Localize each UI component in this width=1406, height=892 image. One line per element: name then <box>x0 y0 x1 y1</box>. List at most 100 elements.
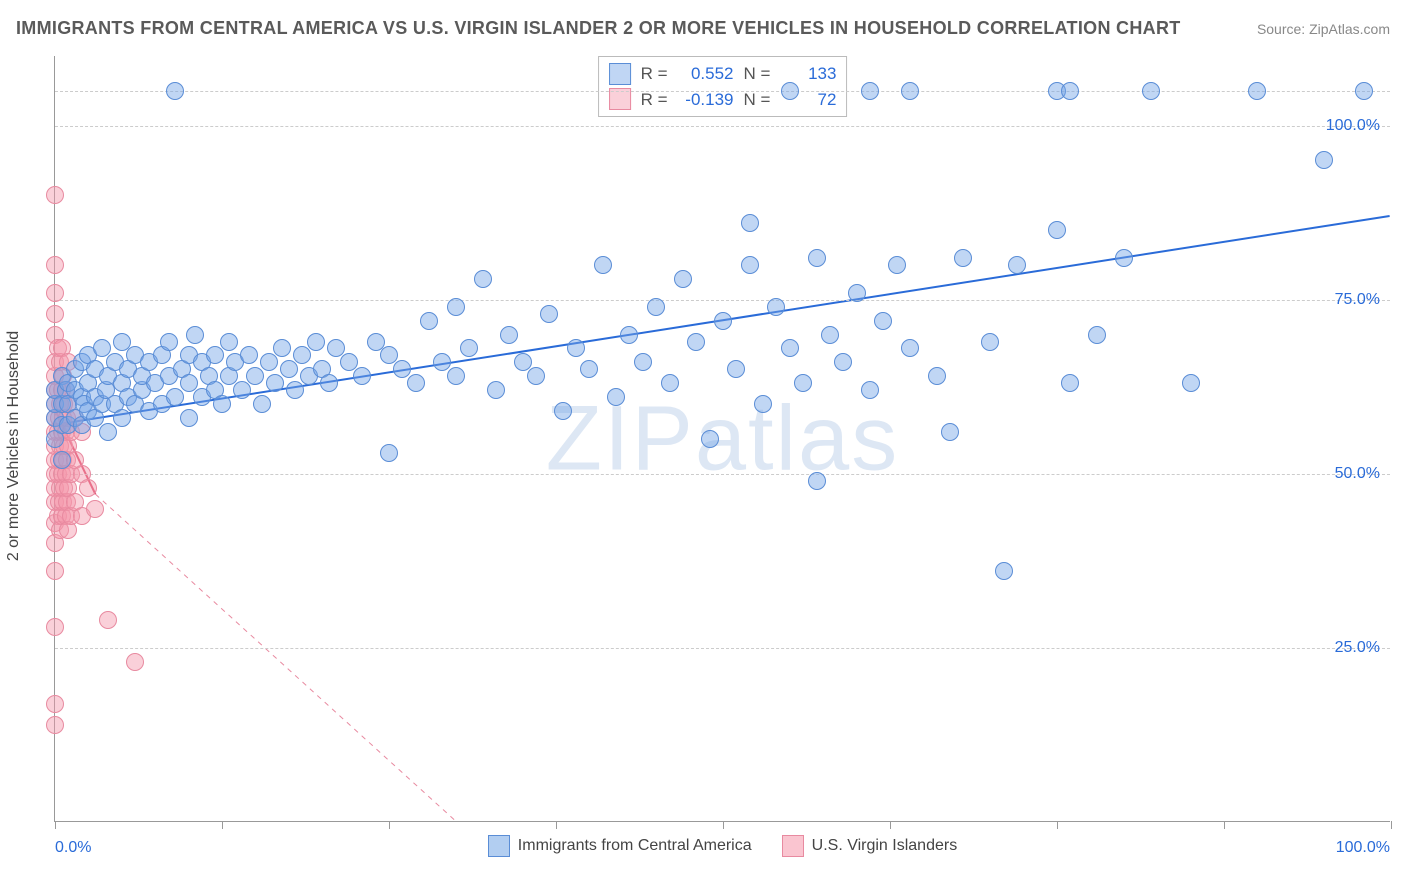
source-label: Source: ZipAtlas.com <box>1257 21 1390 37</box>
data-point <box>46 186 64 204</box>
legend-swatch <box>782 835 804 857</box>
data-point <box>1061 374 1079 392</box>
data-point <box>701 430 719 448</box>
data-point <box>293 346 311 364</box>
legend-swatch <box>609 63 631 85</box>
stat-row: R =0.552N =133 <box>609 61 837 87</box>
data-point <box>447 367 465 385</box>
data-point <box>46 716 64 734</box>
data-point <box>527 367 545 385</box>
data-point <box>474 270 492 288</box>
data-point <box>99 611 117 629</box>
data-point <box>1248 82 1266 100</box>
data-point <box>821 326 839 344</box>
data-point <box>741 214 759 232</box>
data-point <box>714 312 732 330</box>
bottom-legend: Immigrants from Central America U.S. Virg… <box>55 835 1390 857</box>
data-point <box>808 472 826 490</box>
data-point <box>273 339 291 357</box>
gridline <box>55 474 1390 475</box>
legend-label: Immigrants from Central America <box>518 837 752 855</box>
data-point <box>206 346 224 364</box>
data-point <box>808 249 826 267</box>
data-point <box>186 326 204 344</box>
data-point <box>1115 249 1133 267</box>
data-point <box>781 339 799 357</box>
data-point <box>1142 82 1160 100</box>
data-point <box>888 256 906 274</box>
x-tick <box>556 821 557 829</box>
data-point <box>213 395 231 413</box>
legend-item: U.S. Virgin Islanders <box>782 835 958 857</box>
gridline <box>55 91 1390 92</box>
data-point <box>674 270 692 288</box>
data-point <box>500 326 518 344</box>
data-point <box>180 409 198 427</box>
data-point <box>1182 374 1200 392</box>
data-point <box>166 388 184 406</box>
data-point <box>554 402 572 420</box>
data-point <box>1088 326 1106 344</box>
gridline <box>55 648 1390 649</box>
y-tick-label: 50.0% <box>1335 465 1380 483</box>
data-point <box>794 374 812 392</box>
r-label: R = <box>641 61 668 87</box>
gridline <box>55 126 1390 127</box>
data-point <box>86 500 104 518</box>
data-point <box>594 256 612 274</box>
y-tick-label: 100.0% <box>1326 117 1380 135</box>
data-point <box>253 395 271 413</box>
data-point <box>420 312 438 330</box>
x-tick <box>1391 821 1392 829</box>
x-tick <box>222 821 223 829</box>
x-tick <box>1057 821 1058 829</box>
gridline <box>55 300 1390 301</box>
watermark: ZIPatlas <box>546 386 899 491</box>
x-tick <box>1224 821 1225 829</box>
data-point <box>861 82 879 100</box>
data-point <box>1061 82 1079 100</box>
data-point <box>754 395 772 413</box>
data-point <box>981 333 999 351</box>
legend-item: Immigrants from Central America <box>488 835 752 857</box>
data-point <box>53 451 71 469</box>
data-point <box>46 284 64 302</box>
data-point <box>286 381 304 399</box>
data-point <box>1355 82 1373 100</box>
data-point <box>954 249 972 267</box>
data-point <box>160 333 178 351</box>
data-point <box>233 381 251 399</box>
x-tick-label: 0.0% <box>55 839 91 857</box>
data-point <box>280 360 298 378</box>
data-point <box>46 618 64 636</box>
data-point <box>580 360 598 378</box>
data-point <box>1315 151 1333 169</box>
y-tick-label: 25.0% <box>1335 639 1380 657</box>
data-point <box>46 695 64 713</box>
data-point <box>99 423 117 441</box>
data-point <box>928 367 946 385</box>
x-tick <box>389 821 390 829</box>
data-point <box>447 298 465 316</box>
y-axis-label: 2 or more Vehicles in Household <box>5 331 23 561</box>
data-point <box>260 353 278 371</box>
data-point <box>727 360 745 378</box>
data-point <box>834 353 852 371</box>
data-point <box>460 339 478 357</box>
data-point <box>741 256 759 274</box>
correlation-stats-box: R =0.552N =133R =-0.139N =72 <box>598 56 848 117</box>
scatter-plot-area: ZIPatlas R =0.552N =133R =-0.139N =72 Im… <box>54 56 1390 822</box>
x-tick <box>723 821 724 829</box>
x-tick-label: 100.0% <box>1336 839 1390 857</box>
data-point <box>266 374 284 392</box>
r-value: 0.552 <box>678 61 734 87</box>
data-point <box>874 312 892 330</box>
data-point <box>307 333 325 351</box>
data-point <box>166 82 184 100</box>
data-point <box>901 82 919 100</box>
data-point <box>540 305 558 323</box>
y-tick-label: 75.0% <box>1335 291 1380 309</box>
data-point <box>634 353 652 371</box>
chart-title: IMMIGRANTS FROM CENTRAL AMERICA VS U.S. … <box>16 18 1181 39</box>
data-point <box>126 653 144 671</box>
